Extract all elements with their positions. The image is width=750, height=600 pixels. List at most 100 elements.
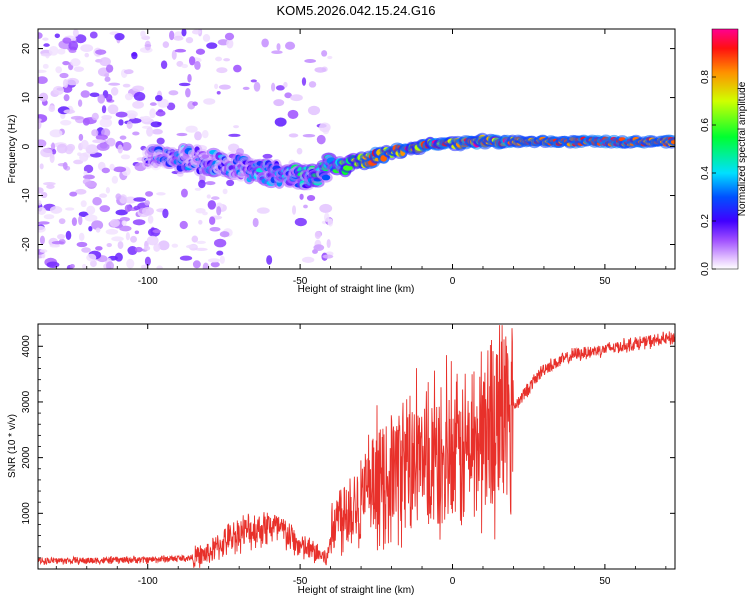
- spectrogram-noise-cell: [38, 69, 47, 74]
- spectrogram-noise-cell: [81, 247, 91, 253]
- spectrogram-noise-cell: [304, 59, 317, 63]
- spectrogram-noise-cell: [321, 50, 328, 57]
- spectrogram-noise-cell: [74, 34, 87, 44]
- spectrogram-noise-cell: [130, 235, 137, 243]
- spectrogram-noise-cell: [38, 187, 44, 194]
- spectrogram-noise-cell: [276, 43, 281, 51]
- spectrogram-noise-cell: [62, 60, 70, 66]
- spectrogram-noise-cell: [151, 128, 163, 135]
- spectrogram-noise-cell: [156, 137, 165, 145]
- spectrogram-noise-cell: [101, 167, 110, 174]
- spectrogram-noise-cell: [271, 82, 276, 92]
- spectrogram-noise-cell: [38, 200, 42, 206]
- spectrogram-noise-cell: [141, 264, 149, 269]
- spectrogram-noise-cell: [143, 245, 151, 251]
- spectrogram-x-tick-label: -50: [293, 276, 308, 287]
- spectrogram-noise-cell: [222, 188, 228, 195]
- spectrogram-noise-cell: [68, 40, 79, 51]
- spectrogram-noise-cell: [38, 92, 49, 102]
- spectrogram-noise-cell: [89, 92, 100, 98]
- spectrogram-noise-cell: [119, 217, 131, 222]
- spectrogram-noise-cell: [215, 56, 223, 62]
- snr-x-tick-label: 0: [450, 576, 456, 587]
- spectrogram-noise-cell: [55, 66, 63, 74]
- spectrogram-noise-cell: [160, 60, 168, 70]
- spectrogram-noise-cell: [144, 256, 151, 266]
- spectrogram-noise-cell: [185, 125, 198, 133]
- spectrogram-noise-cell: [117, 241, 124, 250]
- spectrogram-noise-cell: [42, 63, 49, 69]
- spectrogram-noise-cell: [132, 131, 140, 136]
- spectrogram-noise-cell: [89, 31, 98, 39]
- spectrogram-noise-cell: [308, 81, 317, 88]
- spectrogram-noise-cell: [140, 30, 146, 38]
- spectrogram-noise-cell: [174, 48, 187, 53]
- spectrogram-noise-cell: [191, 29, 202, 35]
- spectrogram-noise-cell: [284, 41, 296, 50]
- spectrogram-noise-cell: [147, 215, 154, 224]
- spectrogram-ridge-cell: [670, 140, 675, 145]
- spectrogram-ridge-cell: [321, 174, 331, 181]
- spectrogram-noise-cell: [76, 241, 88, 248]
- spectrogram-noise-cell: [69, 264, 75, 269]
- spectrogram-noise-cell: [166, 102, 176, 111]
- spectrogram-noise-cell: [155, 94, 163, 102]
- spectrogram-noise-cell: [77, 99, 83, 107]
- spectrogram-noise-cell: [59, 72, 69, 79]
- spectrogram-noise-cell: [128, 118, 142, 124]
- spectrogram-noise-cell: [83, 171, 88, 176]
- spectrogram-noise-cell: [144, 200, 150, 206]
- snr-y-tick-label: 3000: [21, 390, 32, 413]
- spectrogram-noise-cell: [218, 84, 231, 90]
- spectrogram-noise-cell: [63, 109, 76, 114]
- spectrogram-noise-cell: [219, 255, 225, 264]
- spectrogram-noise-cell: [105, 228, 119, 235]
- spectrogram-noise-cell: [73, 159, 84, 165]
- spectrogram-noise-cell: [78, 215, 83, 226]
- spectrogram-noise-cell: [192, 101, 198, 106]
- spectrogram-noise-cell: [266, 255, 273, 265]
- spectrogram-noise-cell: [40, 191, 48, 199]
- spectrogram-noise-cell: [322, 254, 334, 259]
- spectrogram-ridge-cell: [380, 155, 387, 162]
- colorbar-tick-label: 0.6: [700, 118, 711, 132]
- spectrogram-x-ticks: -100 -50 0 50: [55, 29, 667, 287]
- spectrogram-noise-cell: [152, 229, 162, 234]
- spectrogram-noise-cell: [181, 64, 188, 69]
- spectrogram-noise-cell: [226, 179, 235, 187]
- spectrogram-noise-cell: [86, 253, 97, 262]
- spectrogram-noise-cell: [224, 32, 235, 41]
- spectrogram-noise-cell: [125, 232, 131, 241]
- spectrogram-noise-cell: [327, 55, 333, 60]
- spectrogram-y-tick-label: -20: [21, 237, 32, 252]
- spectrogram-noise-cell: [80, 44, 94, 52]
- spectrogram-noise-cell: [58, 218, 66, 225]
- spectrogram-ridge-cell: [201, 154, 210, 159]
- spectrogram-noise-cell: [95, 134, 108, 141]
- spectrogram-noise-cell: [252, 217, 259, 228]
- spectrogram-noise-cell: [66, 77, 80, 86]
- spectrogram-noise-cell: [124, 93, 133, 101]
- spectrogram-noise-cell: [273, 99, 285, 107]
- spectrogram-noise-cell: [105, 187, 111, 194]
- spectrogram-noise-cell: [178, 82, 191, 87]
- spectrogram-noise-cell: [124, 196, 137, 204]
- spectrogram-noise-cell: [203, 98, 216, 105]
- spectrogram-noise-cell: [291, 205, 297, 215]
- snr-x-tick-label: -50: [293, 576, 308, 587]
- spectrogram-noise-cell: [91, 112, 99, 121]
- spectrogram-plot-area: [38, 29, 675, 269]
- spectrogram-noise-cell: [195, 247, 208, 252]
- spectrogram-noise-cell: [119, 225, 132, 232]
- spectrogram-noise-cell: [92, 196, 102, 206]
- spectrogram-noise-cell: [206, 194, 211, 199]
- spectrogram-noise-cell: [78, 211, 89, 217]
- spectrogram-noise-cell: [155, 110, 166, 117]
- spectrogram-noise-cell: [85, 144, 99, 155]
- spectrogram-noise-cell: [134, 246, 143, 253]
- spectrogram-noise-cell: [223, 58, 231, 62]
- spectrogram-marks: [38, 29, 675, 269]
- spectrogram-noise-cell: [109, 219, 121, 228]
